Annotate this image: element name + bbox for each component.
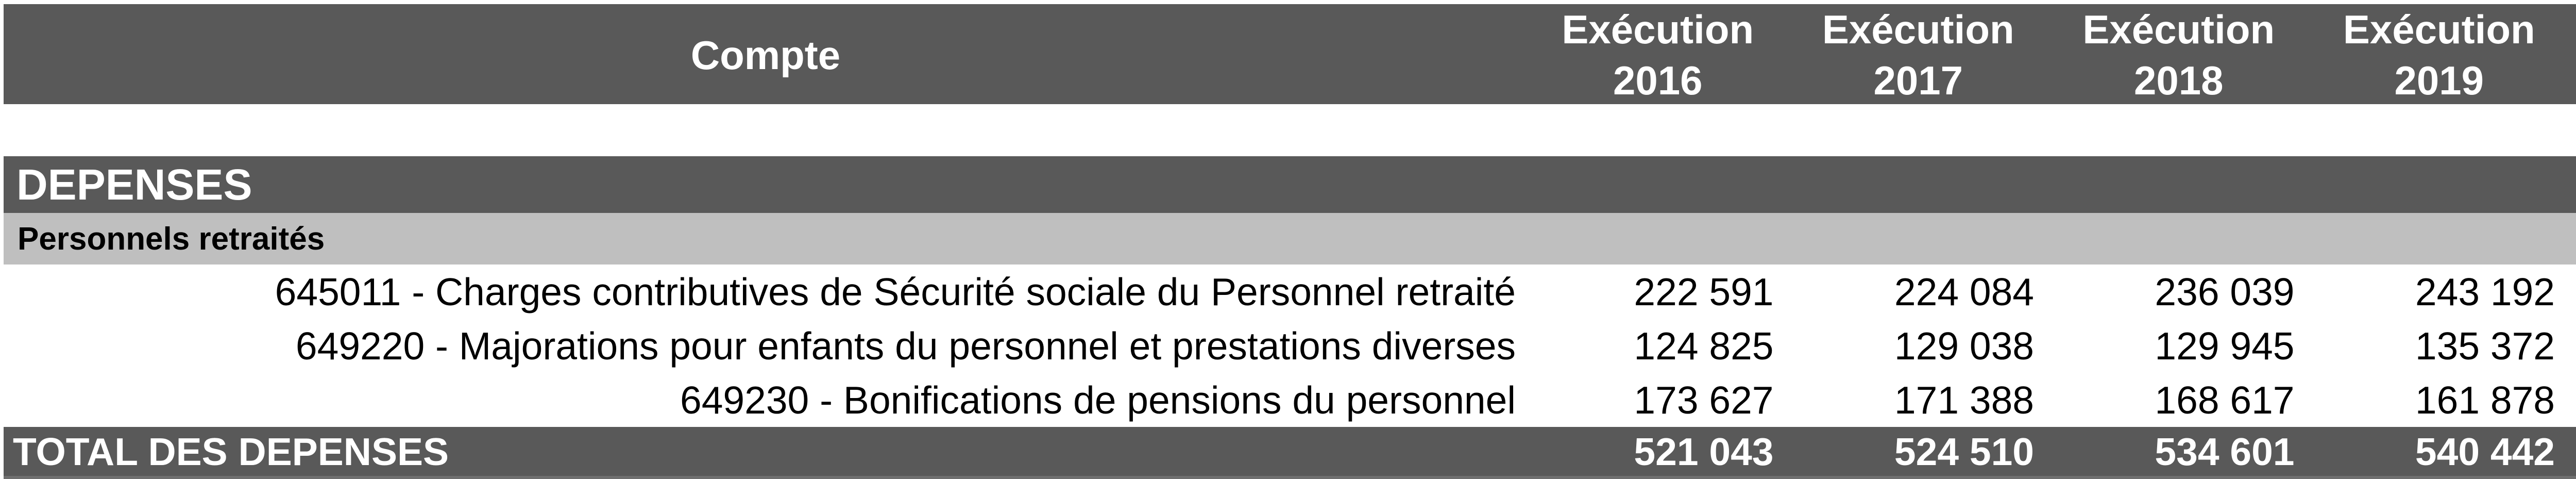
total-value-cell: 534 601	[2155, 430, 2295, 473]
value-cell: 173 627	[1634, 378, 1774, 422]
table-row: 649220 - Majorations pour enfants du per…	[4, 319, 2576, 373]
blank-row	[4, 104, 2576, 156]
value-cell: 129 038	[1894, 324, 2034, 368]
year-header-prefix: Exécution	[1822, 7, 2014, 52]
value-cell: 124 825	[1634, 324, 1774, 368]
year-header-prefix: Exécution	[2082, 7, 2275, 52]
table-row: 649230 - Bonifications de pensions du pe…	[4, 373, 2576, 427]
table-header-row: Compte Exécution 2016 Exécution 2017 Exé…	[4, 4, 2576, 104]
total-value-cell: 524 510	[1894, 430, 2034, 473]
value-cell: 135 372	[2415, 324, 2555, 368]
column-header-execution-year: Exécution 2018	[2048, 4, 2309, 106]
value-cell: 161 878	[2415, 378, 2555, 422]
value-cell: 135 078	[2569, 319, 2576, 373]
total-row: TOTAL DES DEPENSES 521 043 524 510 534 601…	[4, 427, 2576, 479]
column-header-execution-year: Exécution 2019	[2309, 4, 2570, 106]
column-header-execution-year: Exécution 2016	[1528, 4, 1788, 106]
value-cell: 243 192	[2415, 270, 2555, 313]
account-label: 649220 - Majorations pour enfants du per…	[295, 324, 1516, 368]
value-cell: 222 591	[1634, 270, 1774, 313]
year-header-prefix: Exécution	[2343, 7, 2535, 52]
table-body: 645011 - Charges contributives de Sécuri…	[4, 265, 2576, 427]
value-cell: 168 617	[2155, 378, 2295, 422]
column-header-execution-year: Exécution 2020	[2569, 4, 2576, 106]
total-value-cell: 534 942	[2569, 427, 2576, 476]
column-header-compte: Compte	[690, 32, 841, 78]
total-label: TOTAL DES DEPENSES	[13, 430, 449, 473]
value-cell: 236 039	[2155, 270, 2295, 313]
year-header-year: 2016	[1613, 58, 1703, 104]
account-label: 649230 - Bonifications de pensions du pe…	[680, 378, 1516, 422]
value-cell: 158 592	[2569, 373, 2576, 427]
section-header-depenses: DEPENSES	[4, 156, 2576, 213]
value-cell: 129 945	[2155, 324, 2295, 368]
year-header-prefix: Exécution	[1562, 7, 1754, 52]
year-header-year: 2018	[2133, 58, 2224, 104]
table-row: 645011 - Charges contributives de Sécuri…	[4, 265, 2576, 319]
column-header-execution-year: Exécution 2017	[1788, 4, 2049, 106]
value-cell: 241 272	[2569, 265, 2576, 319]
value-cell: 224 084	[1894, 270, 2034, 313]
year-header-year: 2019	[2394, 58, 2484, 104]
total-value-cell: 540 442	[2415, 430, 2555, 473]
value-cell: 171 388	[1894, 378, 2034, 422]
account-label: 645011 - Charges contributives de Sécuri…	[275, 270, 1516, 313]
year-header-year: 2017	[1873, 58, 1963, 104]
total-value-cell: 521 043	[1634, 430, 1774, 473]
group-header-personnels-retraites: Personnels retraités	[4, 213, 2576, 265]
